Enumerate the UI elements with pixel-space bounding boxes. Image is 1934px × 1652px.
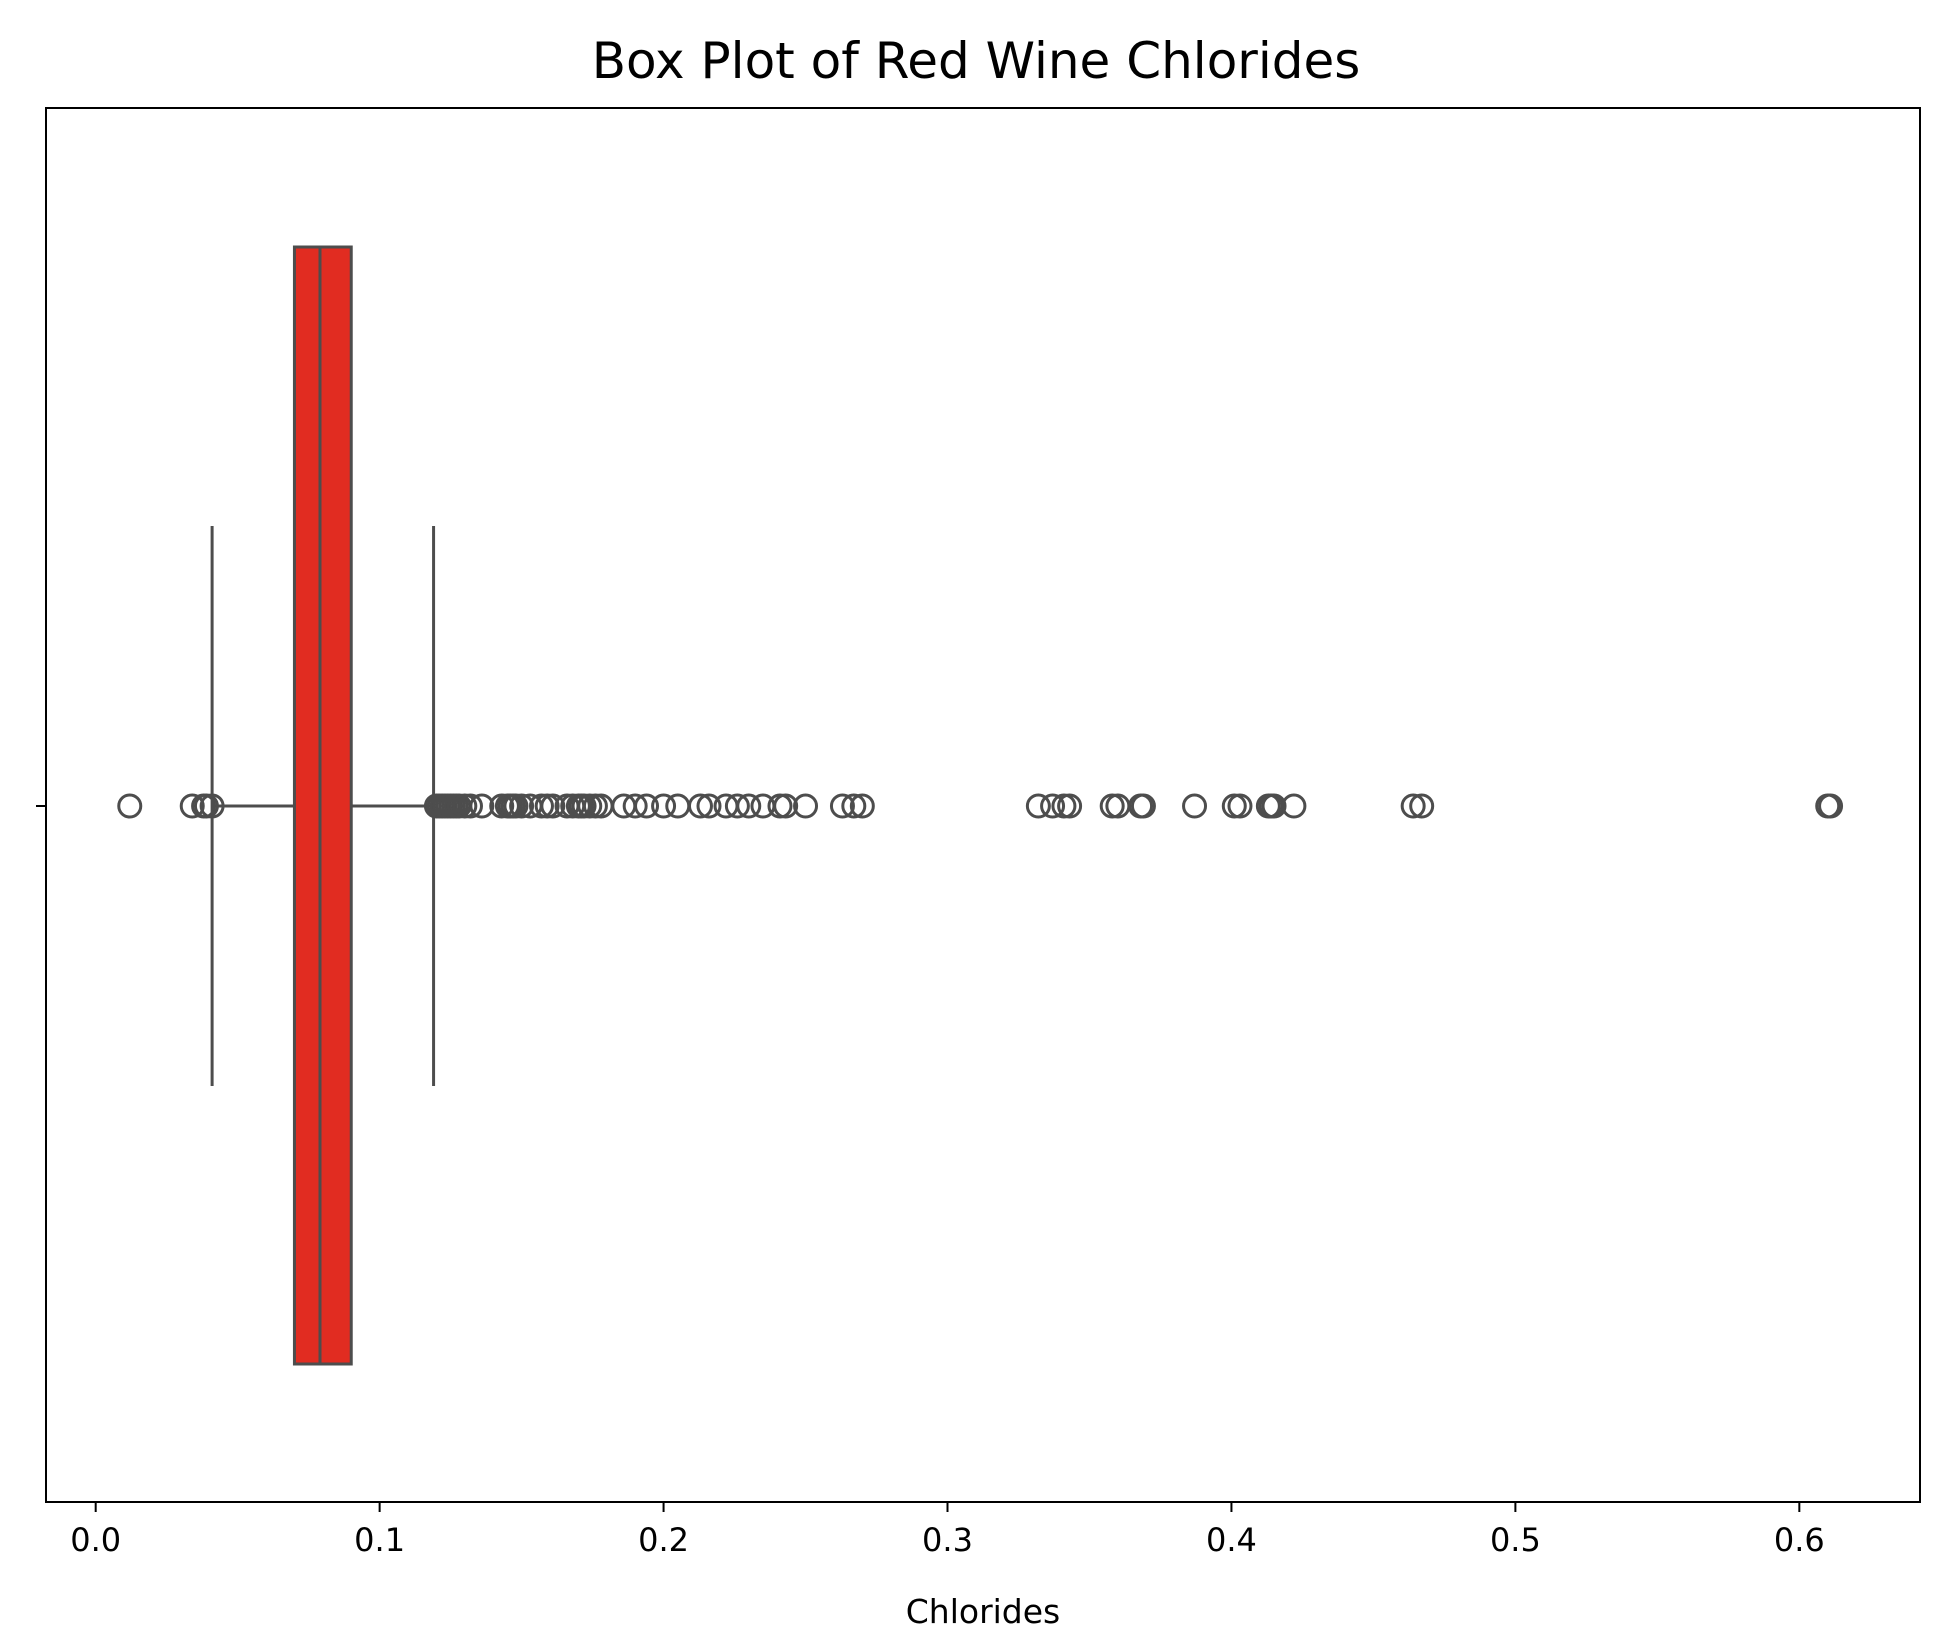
outlier-point (687, 793, 713, 819)
outlier-point (540, 793, 566, 819)
x-tick-label: 0.0 (70, 1521, 121, 1559)
outlier-point (1400, 793, 1426, 819)
x-tick-label: 0.5 (1490, 1521, 1541, 1559)
x-tick-label: 0.1 (354, 1521, 405, 1559)
outlier-point (696, 793, 722, 819)
x-axis-label: Chlorides (906, 1592, 1061, 1631)
x-tick-label: 0.4 (1206, 1521, 1257, 1559)
x-tick-label: 0.3 (922, 1521, 973, 1559)
outlier-point (457, 793, 483, 819)
outlier-point (199, 793, 225, 819)
outlier-point (736, 793, 762, 819)
x-axis: 0.0 0.1 0.2 0.3 0.4 0.5 0.6 (70, 1502, 1825, 1559)
outlier-point (651, 793, 677, 819)
outlier-point (793, 793, 819, 819)
chart-title: Box Plot of Red Wine Chlorides (592, 32, 1361, 90)
outlier-point (1040, 793, 1066, 819)
outlier-point (634, 793, 660, 819)
outlier-point (622, 793, 648, 819)
outlier-point (1182, 793, 1208, 819)
x-tick-label: 0.6 (1774, 1521, 1825, 1559)
outlier-point (1409, 793, 1435, 819)
outlier-point (1818, 793, 1844, 819)
outlier-point (841, 793, 867, 819)
outlier-point (1057, 793, 1083, 819)
outlier-point (1130, 793, 1156, 819)
data-layer (117, 245, 1844, 1366)
outlier-point (469, 793, 495, 819)
x-tick-label: 0.2 (638, 1521, 689, 1559)
outlier-point (724, 793, 750, 819)
outlier-point (1227, 793, 1253, 819)
outlier-point (179, 793, 205, 819)
interquartile-box (292, 245, 353, 1366)
outlier-point (773, 793, 799, 819)
outlier-point (509, 793, 535, 819)
outlier-point (1281, 793, 1307, 819)
outlier-point (829, 793, 855, 819)
outlier-point (117, 793, 143, 819)
outlier-point (849, 793, 875, 819)
outlier-point (1025, 793, 1051, 819)
outlier-point (1261, 793, 1287, 819)
